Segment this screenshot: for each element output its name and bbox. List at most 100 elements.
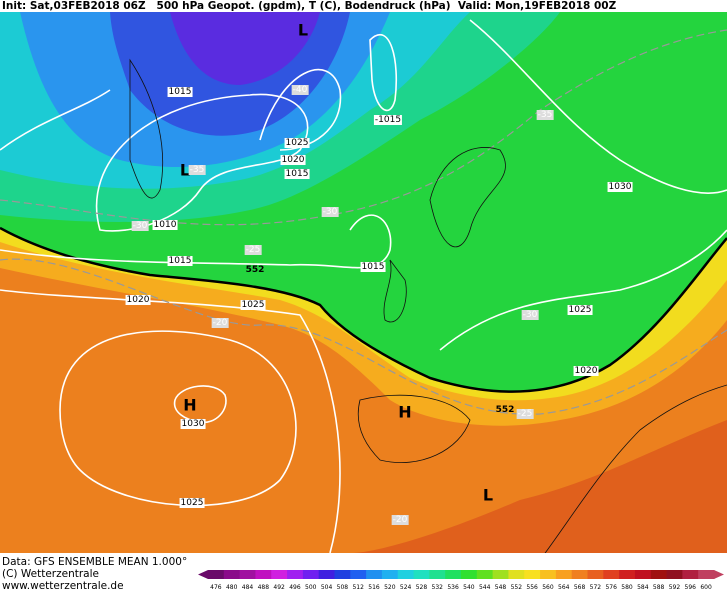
isobar-label: 1025 [284,138,310,148]
colorbar-label: 508 [337,584,349,591]
colorbar-swatch [413,570,430,579]
colorbar-label: 572 [590,584,602,591]
colorbar-swatch [508,570,525,579]
colorbar-label: 556 [526,584,538,591]
temperature-label: -20 [391,515,409,525]
colorbar-label: 552 [511,584,523,591]
colorbar-swatch [634,570,652,579]
colorbar-swatch [334,570,351,579]
colorbar-arrow-left [198,570,208,579]
colorbar-swatch [619,570,636,579]
isobar-label: 1010 [152,220,178,230]
temperature-label: -20 [211,318,229,328]
colorbar-label: 544 [479,584,491,591]
colorbar-label: 480 [226,584,238,591]
isotherms [0,29,727,415]
colorbar-swatch [666,570,683,579]
colorbar-swatch [476,570,494,579]
colorbar-swatch [271,570,288,579]
isobar-label: 1030 [607,182,633,192]
colorbar-label: 512 [352,584,364,591]
colorbar-swatch [287,570,304,579]
colorbar-swatch [208,570,225,579]
isobar-label: 1015 [167,256,193,266]
colorbar-swatch [445,570,462,579]
colorbar-swatch [318,570,335,579]
colorbar-label: 584 [637,584,649,591]
colorbar-swatch [461,570,478,579]
colorbar-label: 528 [416,584,428,591]
temperature-label: -25 [516,409,534,419]
colorbar-swatch [682,570,699,579]
colorbar-label: 592 [669,584,681,591]
colorbar-label: 496 [289,584,301,591]
isobar-label: 1020 [125,295,151,305]
colorbar-label: 520 [384,584,396,591]
temperature-label: -30 [521,310,539,320]
colorbar-label: 504 [321,584,333,591]
isobar-label: -1015 [373,115,403,125]
isobar-label: 1030 [180,419,206,429]
colorbar-swatch [650,570,668,579]
colorbar-label: 476 [210,584,222,591]
pressure-center: H [398,402,412,422]
coastlines [129,58,727,553]
colorbar-label: 576 [605,584,617,591]
colorbar-swatch [587,570,604,579]
temperature-label: -35 [536,110,554,120]
website: www.wetterzentrale.de [2,580,124,592]
isobar-label: 1025 [240,300,266,310]
colorbar-swatch [571,570,588,579]
colorbar-swatch [223,570,241,579]
colorbar-swatch [239,570,256,579]
copyright: (C) Wetterzentrale [2,568,99,580]
isobar-label: 1020 [280,155,306,165]
isobar-label: 1025 [567,305,593,315]
temperature-label: -30 [131,221,149,231]
colorbar-swatch [524,570,541,579]
colorbar-swatch [698,570,715,579]
isobars [0,19,727,553]
colorbar-label: 484 [242,584,254,591]
colorbar-label: 600 [700,584,712,591]
isobar-label: 1020 [573,366,599,376]
colorbar-label: 580 [621,584,633,591]
colorbar-swatch [381,570,399,579]
height-contour-552 [0,226,727,393]
isobar-label: 1015 [360,262,386,272]
colorbar-label: 536 [447,584,459,591]
colorbar-label: 524 [400,584,412,591]
colorbar-swatch [397,570,415,579]
colorbar-label: 500 [305,584,317,591]
colorbar-swatch [555,570,573,579]
temperature-label: -25 [244,245,262,255]
colorbar-swatch [366,570,383,579]
pressure-center: L [179,160,191,180]
colorbar-label: 596 [685,584,697,591]
temperature-label: -40 [291,85,309,95]
region-purple [170,12,320,85]
colorbar-swatch [302,570,320,579]
colorbar-label: 560 [542,584,554,591]
colorbar-label: 488 [258,584,270,591]
colorbar-label: 548 [495,584,507,591]
colorbar-label: 588 [653,584,665,591]
colorbar-label: 532 [432,584,444,591]
isobar-label: 1015 [284,169,310,179]
colorbar-swatch [603,570,620,579]
colorbar-swatch [255,570,272,579]
colorbar-label: 564 [558,584,570,591]
colorbar-arrow-right [714,570,724,579]
colorbar-swatch [350,570,367,579]
colorbar-swatch [492,570,509,579]
pressure-center: H [183,395,197,415]
pressure-center: L [482,485,494,505]
header-title: Init: Sat,03FEB2018 06Z 500 hPa Geopot. … [2,0,617,12]
pressure-center: L [297,20,309,40]
data-source: Data: GFS ENSEMBLE MEAN 1.000° [2,556,188,568]
colorbar-label: 540 [463,584,475,591]
temperature-label: -30 [321,207,339,217]
isobar-label: 1015 [167,87,193,97]
colorbar-swatch [540,570,557,579]
